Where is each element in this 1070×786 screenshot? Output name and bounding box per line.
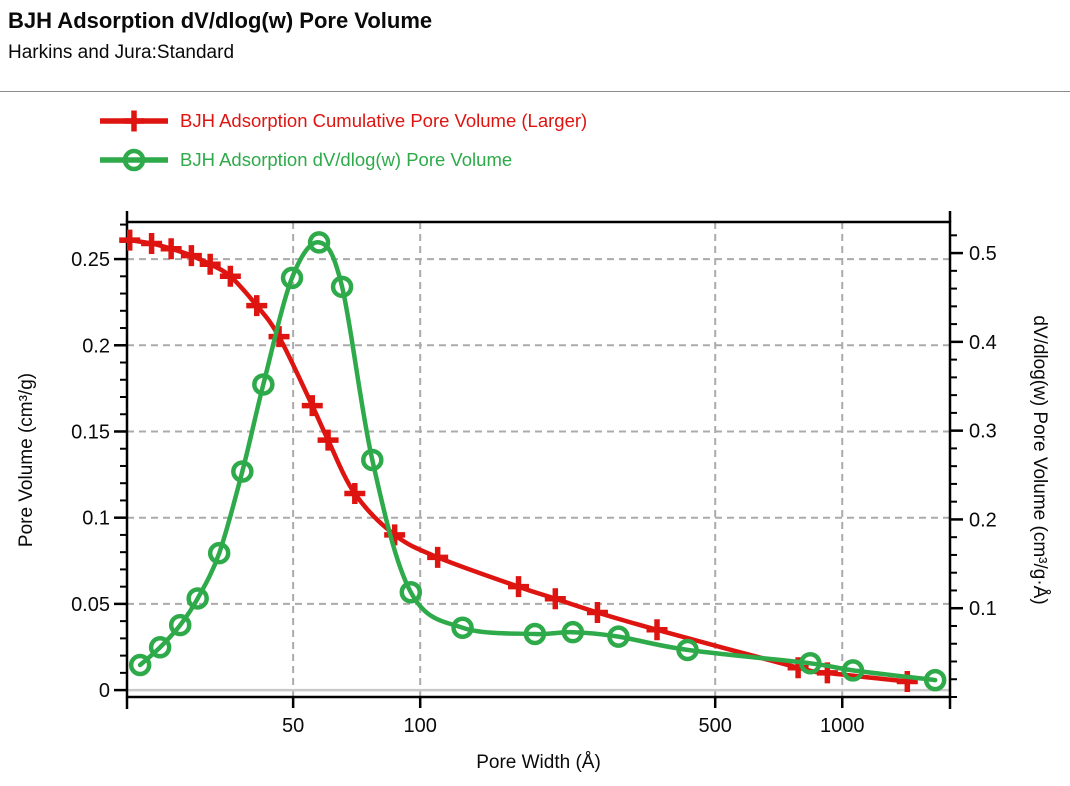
data-point-plus bbox=[427, 546, 449, 568]
data-point-circle bbox=[128, 653, 152, 677]
x-tick-label: 1000 bbox=[820, 715, 865, 737]
legend-marker bbox=[123, 110, 145, 132]
x-axis-title: Pore Width (Å) bbox=[476, 752, 601, 773]
data-point-plus bbox=[896, 670, 918, 692]
legend-marker bbox=[122, 148, 146, 172]
data-point-circle bbox=[186, 587, 209, 610]
page-title: BJH Adsorption dV/dlog(w) Pore Volume bbox=[8, 8, 433, 33]
right-tick-label: 0.5 bbox=[969, 243, 997, 265]
data-point-plus bbox=[646, 619, 668, 641]
left-tick-label: 0.25 bbox=[71, 249, 110, 271]
right-tick-label: 0.4 bbox=[969, 332, 997, 354]
data-point-plus bbox=[586, 602, 608, 624]
left-tick-label: 0 bbox=[99, 680, 110, 702]
right-tick-label: 0.3 bbox=[969, 421, 997, 443]
data-point-circle bbox=[607, 625, 630, 648]
data-point-plus bbox=[180, 245, 202, 267]
series-line-circle bbox=[137, 240, 938, 683]
data-point-circle bbox=[148, 636, 172, 659]
data-point-circle bbox=[923, 668, 947, 692]
x-tick-label: 50 bbox=[282, 715, 304, 737]
data-point-plus bbox=[384, 524, 406, 546]
legend-label: BJH Adsorption Cumulative Pore Volume (L… bbox=[180, 110, 588, 131]
right-tick-label: 0.1 bbox=[969, 598, 997, 620]
legend-plus-marker-icon bbox=[100, 110, 168, 132]
data-point-circle bbox=[676, 638, 699, 662]
data-point-plus bbox=[317, 429, 339, 451]
data-point-circle bbox=[231, 460, 254, 483]
data-point-plus bbox=[141, 233, 163, 255]
left-axis-title: Pore Volume (cm³/g) bbox=[16, 373, 37, 547]
data-point-circle bbox=[307, 231, 331, 254]
data-point-circle bbox=[451, 616, 474, 639]
data-point-circle bbox=[168, 613, 192, 637]
plot-frame bbox=[125, 220, 952, 699]
separator-line bbox=[0, 91, 1070, 92]
data-point-plus bbox=[301, 395, 323, 417]
legend-item: BJH Adsorption dV/dlog(w) Pore Volume bbox=[98, 146, 587, 174]
chart-legend: BJH Adsorption Cumulative Pore Volume (L… bbox=[98, 107, 587, 174]
page-subtitle: Harkins and Jura:Standard bbox=[8, 42, 235, 63]
data-point-circle bbox=[399, 580, 423, 604]
data-point-plus bbox=[508, 576, 530, 598]
left-tick-label: 0.15 bbox=[71, 421, 110, 443]
x-tick-label: 100 bbox=[404, 715, 437, 737]
data-point-plus bbox=[544, 588, 566, 610]
left-tick-label: 0.2 bbox=[82, 335, 110, 357]
right-tick-label: 0.2 bbox=[969, 509, 997, 531]
legend-item: BJH Adsorption Cumulative Pore Volume (L… bbox=[98, 107, 587, 135]
data-point-plus bbox=[199, 253, 221, 275]
data-point-circle bbox=[799, 652, 822, 675]
data-point-circle bbox=[361, 448, 384, 472]
data-point-circle bbox=[561, 620, 585, 644]
x-tick-label: 500 bbox=[699, 715, 732, 737]
data-point-plus bbox=[219, 265, 241, 287]
legend-label: BJH Adsorption dV/dlog(w) Pore Volume bbox=[180, 149, 513, 170]
legend-circle-marker-icon bbox=[100, 148, 168, 172]
data-point-plus bbox=[344, 483, 366, 505]
data-point-circle bbox=[252, 373, 275, 396]
right-axis-title: dV/dlog(w) Pore Volume (cm³/g·Å) bbox=[1029, 315, 1050, 604]
data-point-circle bbox=[841, 659, 865, 682]
left-tick-label: 0.05 bbox=[71, 594, 110, 616]
data-point-circle bbox=[207, 541, 231, 565]
data-point-circle bbox=[523, 622, 547, 646]
left-tick-label: 0.1 bbox=[82, 508, 110, 530]
data-point-circle bbox=[280, 266, 304, 290]
data-point-plus bbox=[160, 238, 182, 260]
data-point-plus bbox=[246, 295, 268, 317]
data-point-plus bbox=[119, 229, 141, 251]
data-point-circle bbox=[330, 275, 354, 299]
